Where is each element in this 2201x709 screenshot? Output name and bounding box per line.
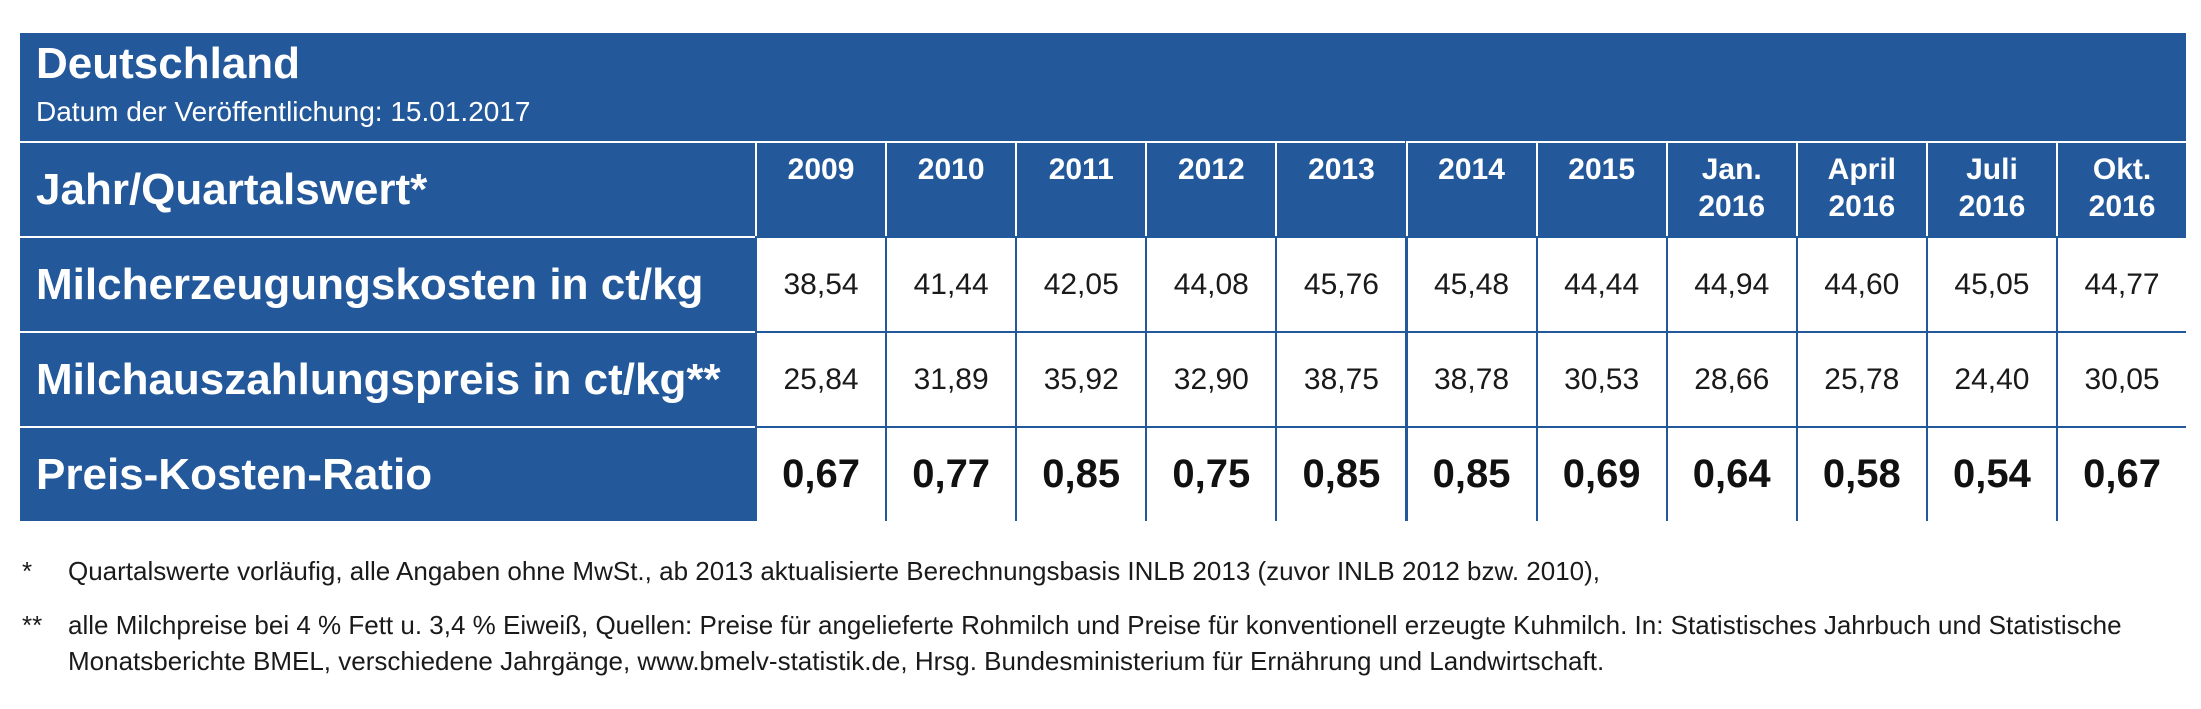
column-header: 2014 bbox=[1405, 141, 1536, 236]
data-cell: 41,44 bbox=[885, 236, 1016, 331]
column-header: 2009 bbox=[755, 141, 886, 236]
data-cell: 44,44 bbox=[1535, 236, 1666, 331]
column-header-text: 2009 bbox=[788, 151, 855, 188]
data-cell: 0,75 bbox=[1145, 426, 1276, 521]
column-header: 2011 bbox=[1015, 141, 1146, 236]
footnote-mark: ** bbox=[22, 610, 43, 640]
column-header-line: 2010 bbox=[917, 153, 985, 186]
column-header-text: Okt. 2016 bbox=[2089, 151, 2156, 225]
footnote: * Quartalswerte vorläufig, alle Angaben … bbox=[22, 553, 2182, 589]
column-header: 2012 bbox=[1145, 141, 1276, 236]
data-cell: 25,84 bbox=[755, 331, 886, 426]
data-cell: 0,77 bbox=[885, 426, 1016, 521]
publication-date: Datum der Veröffentlichung: 15.01.2017 bbox=[36, 96, 531, 127]
data-cell: 38,78 bbox=[1405, 331, 1536, 426]
data-cell: 44,77 bbox=[2056, 236, 2187, 331]
column-header-line: 2012 bbox=[1177, 153, 1245, 186]
column-header-line: April bbox=[1827, 153, 1897, 186]
data-cell: 0,69 bbox=[1535, 426, 1666, 521]
column-header-text: 2015 bbox=[1568, 151, 1635, 188]
column-header-line: Okt. bbox=[2092, 153, 2152, 186]
column-header: April 2016 bbox=[1795, 141, 1926, 236]
column-header: Okt. 2016 bbox=[2056, 141, 2187, 236]
column-header-text: 2014 bbox=[1438, 151, 1505, 188]
column-header-line: Jan. bbox=[1701, 153, 1762, 186]
column-header-line: 2013 bbox=[1308, 153, 1375, 186]
column-header-line: 2011 bbox=[1048, 153, 1114, 186]
column-header-line: 2016 bbox=[1958, 190, 2026, 223]
data-cell: 38,75 bbox=[1275, 331, 1406, 426]
column-header-text: Jan. 2016 bbox=[1698, 151, 1765, 225]
data-cell: 44,08 bbox=[1145, 236, 1276, 331]
row-header-label: Jahr/Quartalswert* bbox=[20, 141, 755, 236]
data-cell: 30,05 bbox=[2056, 331, 2187, 426]
row-label: Preis-Kosten-Ratio bbox=[20, 426, 755, 521]
footnote-mark: * bbox=[22, 556, 33, 586]
column-header-text: Juli 2016 bbox=[1959, 151, 2026, 225]
data-cell: 0,58 bbox=[1795, 426, 1926, 521]
data-cell: 24,40 bbox=[1925, 331, 2056, 426]
data-cell: 38,54 bbox=[755, 236, 886, 331]
data-cell: 35,92 bbox=[1015, 331, 1146, 426]
column-header-text: 2013 bbox=[1308, 151, 1375, 188]
data-cell: 44,60 bbox=[1795, 236, 1926, 331]
column-header: Jan. 2016 bbox=[1665, 141, 1796, 236]
data-cell: 0,85 bbox=[1405, 426, 1536, 521]
footnote: ** alle Milchpreise bei 4 % Fett u. 3,4 … bbox=[22, 607, 2182, 679]
column-header: 2010 bbox=[885, 141, 1016, 236]
column-header-line: 2016 bbox=[1698, 190, 1766, 223]
data-cell: 45,76 bbox=[1275, 236, 1406, 331]
column-header-line: 2014 bbox=[1438, 153, 1505, 186]
data-cell: 28,66 bbox=[1665, 331, 1796, 426]
column-header-line: Juli bbox=[1966, 153, 2018, 186]
data-cell: 0,85 bbox=[1275, 426, 1406, 521]
table-title: Deutschland bbox=[36, 39, 301, 88]
data-cell: 45,48 bbox=[1405, 236, 1536, 331]
column-header-line: 2016 bbox=[1828, 190, 1896, 223]
column-header-text: 2011 bbox=[1049, 151, 1114, 188]
column-header: Juli 2016 bbox=[1925, 141, 2056, 236]
data-cell: 44,94 bbox=[1665, 236, 1796, 331]
data-cell: 0,67 bbox=[2056, 426, 2187, 521]
column-header-text: 2010 bbox=[918, 151, 985, 188]
footnote-text: Quartalswerte vorläufig, alle Angaben oh… bbox=[68, 556, 1601, 586]
data-cell: 0,64 bbox=[1665, 426, 1796, 521]
data-cell: 31,89 bbox=[885, 331, 1016, 426]
title-band: Deutschland Datum der Veröffentlichung: … bbox=[20, 33, 2186, 141]
data-cell: 42,05 bbox=[1015, 236, 1146, 331]
column-header-text: 2012 bbox=[1178, 151, 1245, 188]
row-label: Milcherzeugungskosten in ct/kg bbox=[20, 236, 755, 331]
column-header: 2013 bbox=[1275, 141, 1406, 236]
data-table: Deutschland Datum der Veröffentlichung: … bbox=[20, 33, 2187, 521]
data-cell: 0,54 bbox=[1925, 426, 2056, 521]
footnotes: * Quartalswerte vorläufig, alle Angaben … bbox=[22, 553, 2182, 679]
column-header-line: 2009 bbox=[787, 153, 855, 186]
data-cell: 25,78 bbox=[1795, 331, 1926, 426]
data-cell: 45,05 bbox=[1925, 236, 2056, 331]
column-header: 2015 bbox=[1535, 141, 1666, 236]
column-header-line: 2015 bbox=[1568, 153, 1636, 186]
data-cell: 0,85 bbox=[1015, 426, 1146, 521]
column-header-text: April 2016 bbox=[1828, 151, 1896, 225]
footnote-text: alle Milchpreise bei 4 % Fett u. 3,4 % E… bbox=[68, 610, 2122, 676]
column-header-line: 2016 bbox=[2088, 190, 2156, 223]
data-cell: 32,90 bbox=[1145, 331, 1276, 426]
row-label: Milchauszahlungspreis in ct/kg** bbox=[20, 331, 755, 426]
data-cell: 0,67 bbox=[755, 426, 886, 521]
data-cell: 30,53 bbox=[1535, 331, 1666, 426]
